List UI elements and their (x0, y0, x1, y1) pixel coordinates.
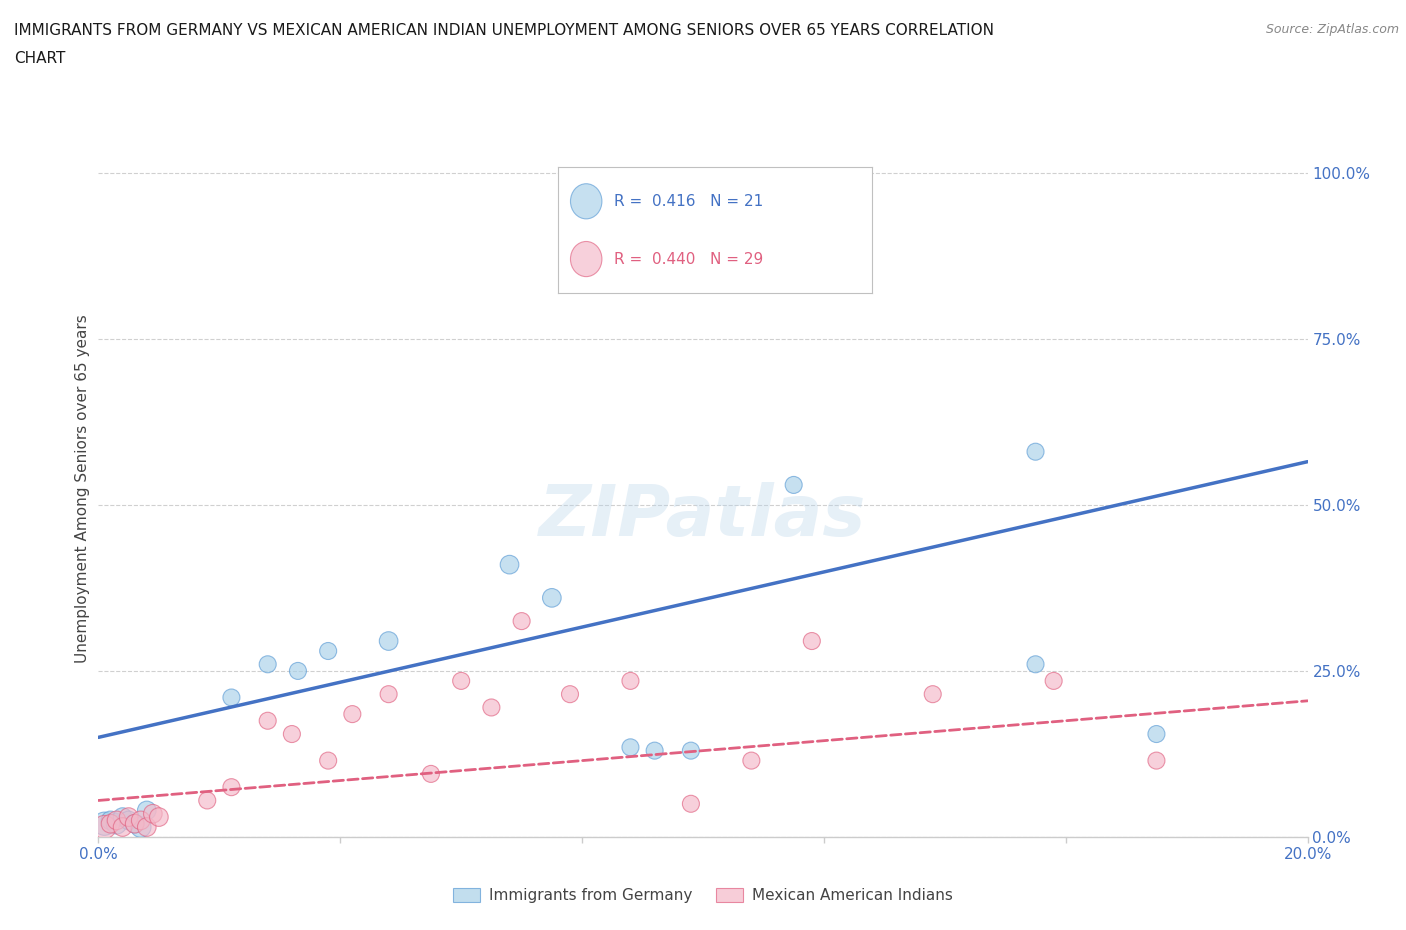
Y-axis label: Unemployment Among Seniors over 65 years: Unemployment Among Seniors over 65 years (75, 314, 90, 662)
Point (450, 673, 472, 688)
Point (619, 740, 641, 755)
Point (129, 813, 152, 828)
Point (316, 753, 339, 768)
Point (1042, 673, 1064, 688)
Point (105, 817, 128, 831)
Point (316, 644, 339, 658)
Point (1024, 657, 1046, 671)
Point (540, 591, 562, 605)
Point (644, 743, 666, 758)
Point (93, 819, 115, 834)
Point (118, 810, 141, 825)
Point (558, 686, 581, 701)
Point (111, 819, 134, 834)
Point (420, 766, 443, 781)
Point (142, 806, 165, 821)
Point (135, 819, 157, 834)
Point (783, 477, 806, 492)
Point (111, 810, 134, 825)
Point (619, 673, 641, 688)
Point (1144, 726, 1167, 741)
Point (510, 614, 533, 629)
Point (100, 817, 122, 831)
Point (679, 796, 702, 811)
Legend: Immigrants from Germany, Mexican American Indians: Immigrants from Germany, Mexican America… (447, 883, 959, 910)
Point (195, 793, 218, 808)
Point (221, 690, 243, 705)
Point (342, 707, 364, 722)
Point (281, 726, 304, 741)
Point (740, 753, 762, 768)
Point (800, 633, 823, 648)
Point (921, 686, 943, 701)
Point (679, 743, 702, 758)
Text: ZIPatlas: ZIPatlas (540, 482, 866, 551)
Point (100, 813, 122, 828)
Point (124, 817, 146, 831)
Point (498, 557, 520, 572)
Point (221, 779, 243, 794)
Point (124, 817, 146, 831)
Point (783, 185, 806, 200)
Text: CHART: CHART (14, 51, 66, 66)
Point (377, 686, 399, 701)
Point (1144, 753, 1167, 768)
Point (481, 700, 503, 715)
Point (135, 803, 157, 817)
Point (105, 813, 128, 828)
Point (148, 810, 170, 825)
Point (377, 633, 399, 648)
Text: Source: ZipAtlas.com: Source: ZipAtlas.com (1265, 23, 1399, 36)
Point (93, 817, 115, 831)
Point (129, 819, 152, 834)
Point (256, 713, 278, 728)
Point (256, 657, 278, 671)
Point (118, 813, 141, 828)
Point (287, 663, 309, 678)
Text: IMMIGRANTS FROM GERMANY VS MEXICAN AMERICAN INDIAN UNEMPLOYMENT AMONG SENIORS OV: IMMIGRANTS FROM GERMANY VS MEXICAN AMERI… (14, 23, 994, 38)
Point (1024, 445, 1046, 459)
